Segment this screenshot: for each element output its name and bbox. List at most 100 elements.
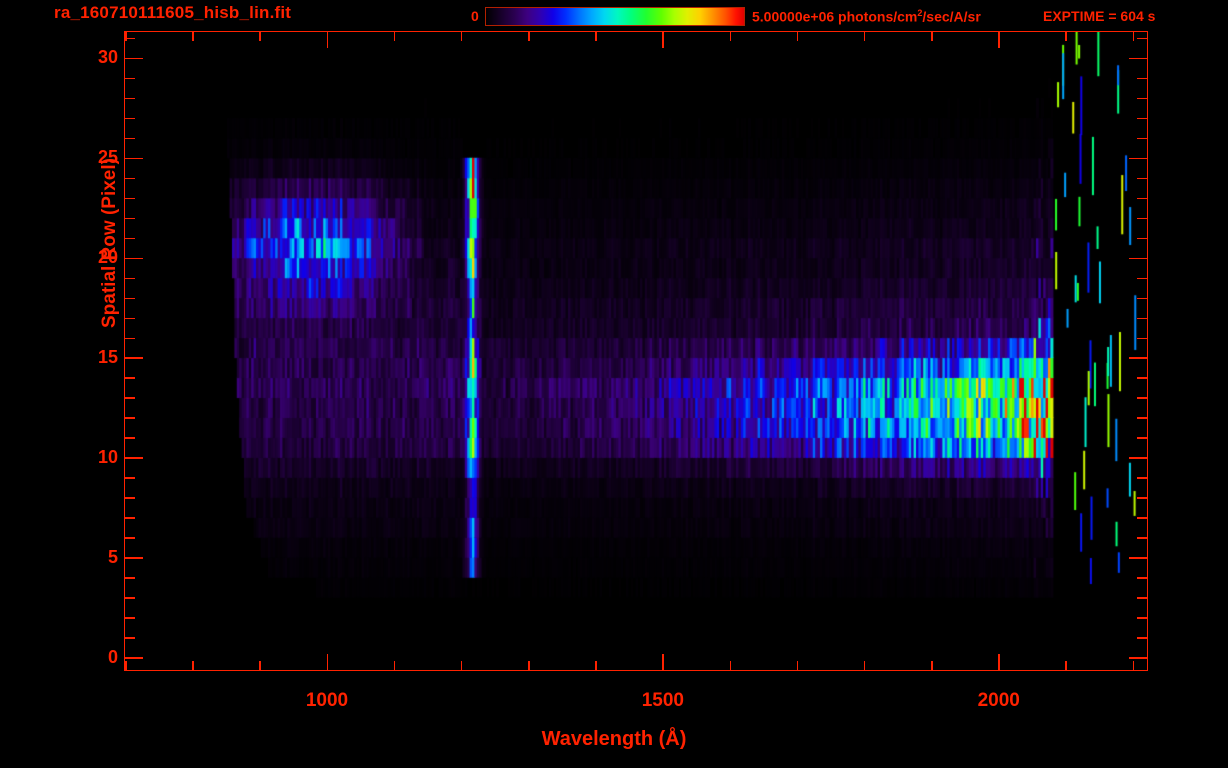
y-minor-tick-right: [1137, 637, 1147, 639]
x-minor-tick: [796, 661, 799, 670]
x-axis-tick-labels: 1000 1500 2000: [124, 690, 1148, 716]
x-major-tick-top: [998, 32, 1000, 48]
y-minor-tick-right: [1137, 577, 1147, 579]
y-minor-tick: [125, 577, 135, 579]
x-major-tick-top: [662, 32, 664, 48]
x-minor-tick-top: [1132, 32, 1135, 41]
colorbar-max-value: 5.00000e+06: [752, 8, 835, 25]
y-major-tick-right: [1129, 457, 1147, 459]
x-minor-tick: [1065, 661, 1067, 670]
y-tick-label: 25: [97, 147, 118, 168]
y-tick-label: 15: [97, 346, 118, 367]
y-minor-tick: [125, 397, 135, 399]
y-major-tick-right: [1129, 57, 1147, 60]
y-minor-tick: [125, 297, 135, 300]
y-major-tick: [125, 657, 143, 659]
y-tick-label: 0: [107, 646, 118, 667]
y-tick-label: 5: [107, 546, 118, 567]
y-minor-tick-right: [1137, 177, 1147, 180]
x-minor-tick-top: [393, 32, 396, 41]
page-title: ra_160710111605_hisb_lin.fit: [54, 3, 292, 22]
x-minor-tick: [729, 661, 732, 670]
y-minor-tick-right: [1137, 77, 1147, 80]
y-major-tick: [125, 157, 143, 160]
y-minor-tick: [125, 137, 135, 140]
y-major-tick-right: [1129, 557, 1147, 559]
y-minor-tick: [125, 377, 135, 379]
x-minor-tick: [528, 661, 530, 670]
x-minor-tick: [259, 661, 261, 670]
y-major-tick-right: [1129, 657, 1147, 659]
x-minor-tick-top: [528, 32, 530, 41]
x-minor-tick-top: [259, 32, 261, 41]
x-minor-tick-top: [1065, 32, 1067, 41]
y-minor-tick-right: [1137, 37, 1147, 40]
x-major-tick: [326, 654, 328, 670]
x-minor-tick-top: [931, 32, 933, 41]
y-major-tick-right: [1129, 257, 1147, 260]
y-minor-tick: [125, 437, 135, 439]
y-major-tick: [125, 457, 143, 459]
y-minor-tick-right: [1137, 377, 1147, 379]
x-minor-tick-top: [796, 32, 799, 41]
y-minor-tick: [125, 517, 135, 519]
y-minor-tick: [125, 177, 135, 180]
y-axis-tick-labels: 0 5 10 15 20 25 30: [62, 31, 118, 671]
y-minor-tick-right: [1137, 337, 1147, 340]
y-minor-tick: [125, 417, 135, 419]
y-minor-tick: [125, 217, 135, 220]
y-minor-tick-right: [1137, 217, 1147, 220]
y-minor-tick: [125, 477, 135, 479]
y-minor-tick-right: [1137, 197, 1147, 200]
y-minor-tick-right: [1137, 117, 1147, 120]
x-minor-tick-top: [125, 32, 127, 41]
y-major-tick-right: [1129, 157, 1147, 160]
x-minor-tick: [393, 661, 396, 670]
x-major-tick-top: [326, 32, 328, 48]
y-minor-tick: [125, 77, 135, 80]
y-minor-tick: [125, 37, 135, 40]
y-minor-tick-right: [1137, 537, 1147, 539]
colorbar-units-exponent: 2: [917, 8, 923, 18]
y-tick-label: 10: [97, 446, 118, 467]
spectrogram-image: [125, 32, 1146, 669]
y-minor-tick: [125, 497, 135, 499]
y-major-tick: [125, 57, 143, 60]
colorbar-units-post: /sec/A/sr: [922, 8, 981, 25]
y-minor-tick-right: [1137, 277, 1147, 280]
y-minor-tick: [125, 637, 135, 639]
y-axis-title: Spatial Row (Pixel): [99, 158, 120, 328]
y-minor-tick: [125, 337, 135, 340]
y-major-tick: [125, 557, 143, 559]
y-minor-tick: [125, 197, 135, 200]
colorbar-units-pre: photons/cm: [834, 8, 918, 25]
y-minor-tick-right: [1137, 417, 1147, 419]
colorbar-max-label: 5.00000e+06 photons/cm2/sec/A/sr: [752, 8, 981, 25]
y-major-tick-right: [1129, 357, 1147, 359]
x-minor-tick: [460, 661, 463, 670]
x-minor-tick: [1132, 661, 1135, 670]
y-tick-label: 20: [97, 247, 118, 268]
x-minor-tick-top: [729, 32, 732, 41]
x-tick-label: 2000: [977, 690, 1020, 711]
y-minor-tick: [125, 597, 135, 599]
x-major-tick: [998, 654, 1000, 670]
exptime-label: EXPTIME = 604 s: [1043, 8, 1156, 24]
x-minor-tick: [595, 661, 597, 670]
x-minor-tick-top: [192, 32, 194, 41]
y-major-tick: [125, 257, 143, 260]
y-minor-tick: [125, 317, 135, 320]
y-minor-tick: [125, 97, 135, 100]
y-minor-tick-right: [1137, 97, 1147, 100]
x-minor-tick-top: [460, 32, 463, 41]
y-minor-tick-right: [1137, 137, 1147, 140]
x-tick-label: 1500: [641, 690, 684, 711]
x-major-tick: [662, 654, 664, 670]
y-minor-tick: [125, 537, 135, 539]
y-minor-tick-right: [1137, 297, 1147, 300]
y-minor-tick-right: [1137, 617, 1147, 619]
colorbar-gradient: [485, 7, 745, 26]
y-minor-tick-right: [1137, 317, 1147, 320]
y-minor-tick-right: [1137, 477, 1147, 479]
y-minor-tick-right: [1137, 237, 1147, 240]
